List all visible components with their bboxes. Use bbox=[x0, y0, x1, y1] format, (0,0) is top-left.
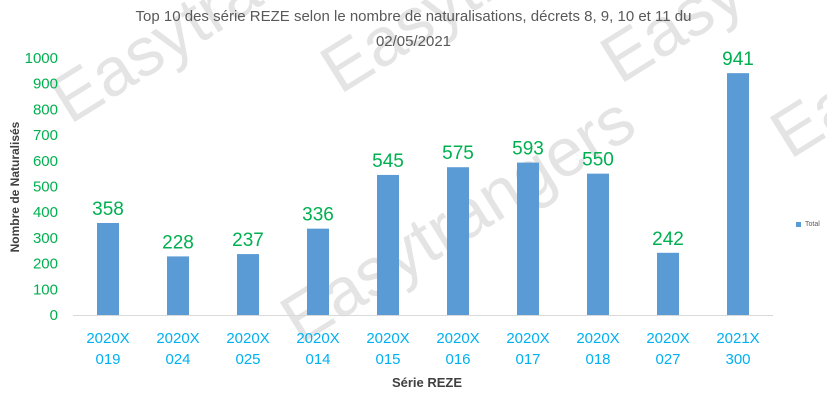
legend: Total bbox=[796, 221, 820, 228]
bar bbox=[447, 167, 469, 315]
data-label: 941 bbox=[722, 49, 754, 70]
y-tick-label: 700 bbox=[33, 127, 58, 144]
x-tick-label: 2020X bbox=[506, 330, 549, 347]
data-label: 575 bbox=[442, 143, 474, 164]
x-tick-label: 016 bbox=[445, 351, 470, 368]
legend-label: Total bbox=[805, 221, 820, 228]
x-tick-label: 2020X bbox=[366, 330, 409, 347]
x-tick-label: 017 bbox=[515, 351, 540, 368]
x-tick-label: 2020X bbox=[86, 330, 129, 347]
y-tick-label: 1000 bbox=[25, 50, 58, 67]
bar bbox=[657, 252, 679, 315]
bar bbox=[377, 174, 399, 315]
x-tick-label: 2020X bbox=[226, 330, 269, 347]
chart-title-line-2: 02/05/2021 bbox=[375, 33, 452, 50]
data-label: 228 bbox=[162, 232, 194, 253]
data-label: 242 bbox=[652, 229, 684, 250]
y-tick-label: 100 bbox=[33, 281, 58, 298]
x-tick-label: 019 bbox=[95, 351, 120, 368]
data-label: 593 bbox=[512, 139, 544, 160]
x-axis-label: Série REZE bbox=[391, 375, 463, 390]
data-label: 336 bbox=[302, 205, 334, 226]
x-tick-label: 2020X bbox=[646, 330, 689, 347]
y-tick-label: 900 bbox=[33, 76, 58, 93]
x-tick-label: 015 bbox=[375, 351, 400, 368]
x-tick-label: 024 bbox=[165, 351, 190, 368]
data-label: 545 bbox=[372, 151, 404, 172]
y-tick-label: 500 bbox=[33, 179, 58, 196]
bar bbox=[237, 254, 259, 315]
bars: 358 228 237 336 545 575 593 550 242 941 bbox=[92, 49, 754, 316]
x-tick-label: 025 bbox=[235, 351, 260, 368]
bar bbox=[307, 228, 329, 315]
bar bbox=[167, 256, 189, 315]
legend-swatch bbox=[796, 222, 801, 227]
y-axis-label: Nombre de Naturalisés bbox=[8, 121, 22, 253]
x-tick-label: 2020X bbox=[156, 330, 199, 347]
data-label: 358 bbox=[92, 199, 124, 220]
x-tick-label: 300 bbox=[725, 351, 750, 368]
y-tick-label: 0 bbox=[50, 307, 58, 324]
data-label: 550 bbox=[582, 150, 614, 171]
bar bbox=[97, 222, 119, 315]
y-tick-label: 800 bbox=[33, 101, 58, 118]
y-tick-label: 400 bbox=[33, 204, 58, 221]
chart-title-line-1: Top 10 des série REZE selon le nombre de… bbox=[135, 8, 692, 25]
x-tick-label: 014 bbox=[305, 351, 330, 368]
watermark: EasytrangersEasytrangersEasytrangersEasy… bbox=[38, 0, 827, 358]
bar bbox=[517, 162, 539, 315]
x-tick-label: 027 bbox=[655, 351, 680, 368]
x-tick-label: 2020X bbox=[436, 330, 479, 347]
data-label: 237 bbox=[232, 230, 264, 251]
x-tick-label: 018 bbox=[585, 351, 610, 368]
watermark-text: Easytrangers bbox=[758, 0, 827, 173]
x-tick-label: 2020X bbox=[296, 330, 339, 347]
bar bbox=[727, 73, 749, 316]
y-tick-label: 300 bbox=[33, 230, 58, 247]
bar bbox=[587, 173, 609, 315]
y-tick-label: 200 bbox=[33, 256, 58, 273]
x-tick-label: 2021X bbox=[716, 330, 759, 347]
y-tick-label: 600 bbox=[33, 153, 58, 170]
x-tick-label: 2020X bbox=[576, 330, 619, 347]
